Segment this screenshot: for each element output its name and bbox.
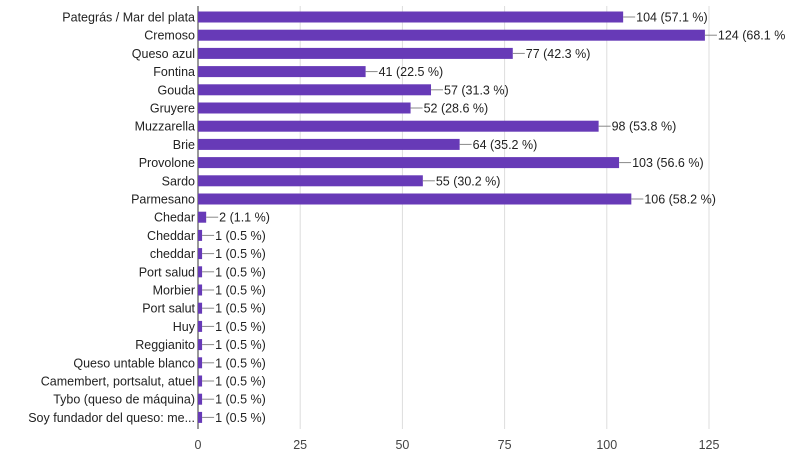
bar	[198, 302, 203, 314]
category-label: Camembert, portsalut, atuel	[41, 375, 195, 389]
category-label: Gruyere	[150, 102, 195, 116]
x-tick-label: 75	[498, 438, 512, 452]
data-label: 1 (0.5 %)	[215, 265, 266, 279]
category-label: Pategrás / Mar del plata	[62, 11, 195, 25]
data-label: 1 (0.5 %)	[215, 375, 266, 389]
data-label: 1 (0.5 %)	[215, 338, 266, 352]
data-label: 1 (0.5 %)	[215, 320, 266, 334]
data-label: 1 (0.5 %)	[215, 302, 266, 316]
category-label: Huy	[173, 320, 196, 334]
category-label: Muzzarella	[135, 120, 195, 134]
category-label: Morbier	[153, 284, 195, 298]
data-label: 1 (0.5 %)	[215, 393, 266, 407]
bar	[198, 29, 705, 41]
bar	[198, 357, 203, 369]
bar	[198, 284, 203, 296]
data-label: 1 (0.5 %)	[215, 247, 266, 261]
category-label: Provolone	[139, 156, 195, 170]
bar	[198, 11, 624, 23]
bar	[198, 157, 620, 169]
data-label: 57 (31.3 %)	[444, 83, 509, 97]
category-label: Brie	[173, 138, 195, 152]
data-label: 104 (57.1 %)	[636, 11, 708, 25]
x-tick-label: 125	[699, 438, 720, 452]
data-label: 1 (0.5 %)	[215, 356, 266, 370]
bar	[198, 47, 513, 59]
category-label: Reggianito	[135, 338, 195, 352]
data-label: 41 (22.5 %)	[379, 65, 444, 79]
bar	[198, 339, 203, 351]
category-label: Cheddar	[147, 229, 195, 243]
label-layer: Pategrás / Mar del plata 104 (57.1 %) Crem…	[28, 11, 785, 425]
axis-layer: 0 25 50 75 100 125	[195, 438, 720, 452]
data-label: 1 (0.5 %)	[215, 284, 266, 298]
bar	[198, 411, 203, 423]
category-label: Parmesano	[131, 193, 195, 207]
data-label: 103 (56.6 %)	[632, 156, 704, 170]
category-label: Queso untable blanco	[73, 356, 195, 370]
category-label: Sardo	[162, 174, 195, 188]
category-label: Chedar	[154, 211, 195, 225]
x-tick-label: 50	[395, 438, 409, 452]
bar	[198, 175, 423, 187]
category-label: Port salut	[142, 302, 195, 316]
bar-layer	[198, 11, 705, 423]
bar	[198, 102, 411, 114]
data-label: 2 (1.1 %)	[219, 211, 270, 225]
data-label: 1 (0.5 %)	[215, 411, 266, 425]
bar	[198, 229, 203, 241]
category-label: Cremoso	[144, 29, 195, 43]
data-label: 106 (58.2 %)	[644, 193, 716, 207]
bar	[198, 193, 632, 205]
data-label: 52 (28.6 %)	[424, 102, 489, 116]
category-label: Soy fundador del queso: me...	[28, 411, 195, 425]
x-tick-label: 100	[596, 438, 617, 452]
data-label: 124 (68.1 %	[718, 29, 785, 43]
bar	[198, 393, 203, 405]
bar	[198, 248, 203, 260]
bar	[198, 84, 432, 96]
category-label: Port salud	[139, 265, 195, 279]
bar	[198, 211, 207, 223]
bar	[198, 320, 203, 332]
bar	[198, 266, 203, 278]
category-label: Fontina	[153, 65, 195, 79]
bar	[198, 66, 366, 78]
x-tick-label: 25	[293, 438, 307, 452]
data-label: 55 (30.2 %)	[436, 174, 501, 188]
data-label: 77 (42.3 %)	[526, 47, 591, 61]
category-label: cheddar	[150, 247, 195, 261]
data-label: 64 (35.2 %)	[473, 138, 538, 152]
x-tick-label: 0	[195, 438, 202, 452]
bar	[198, 138, 460, 150]
data-label: 98 (53.8 %)	[612, 120, 677, 134]
category-label: Queso azul	[132, 47, 195, 61]
bar	[198, 375, 203, 387]
category-label: Gouda	[157, 83, 195, 97]
bar	[198, 120, 599, 132]
data-label: 1 (0.5 %)	[215, 229, 266, 243]
category-label: Tybo (queso de máquina)	[53, 393, 195, 407]
